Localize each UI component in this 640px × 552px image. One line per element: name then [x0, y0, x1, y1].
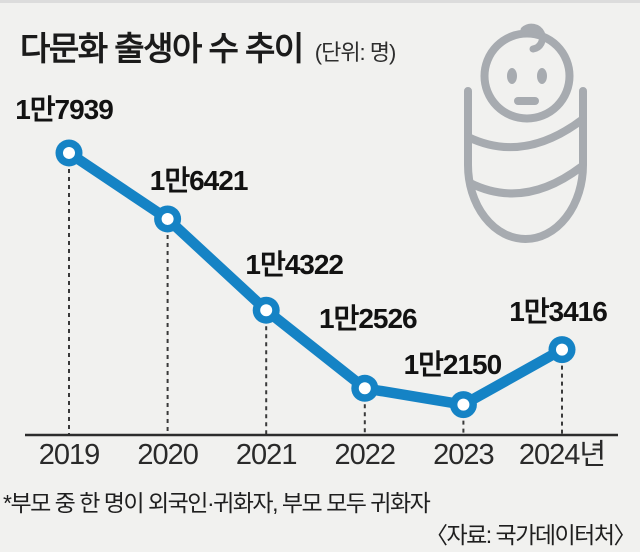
trend-line	[63, 147, 568, 410]
x-axis-label-2019: 2019	[38, 439, 101, 471]
data-point-center-2022	[358, 382, 371, 395]
plot-area	[25, 139, 618, 437]
footnote: *부모 중 한 명이 외국인·귀화자, 부모 모두 귀화자	[3, 490, 431, 516]
data-label-2024년: 1만3416	[509, 295, 608, 327]
data-label-2023: 1만2150	[403, 348, 503, 380]
data-label-2020: 1만6421	[149, 164, 249, 196]
x-axis-label-2021: 2021	[235, 439, 298, 471]
page-title: 다문화 출생아 수 추이	[20, 30, 304, 67]
x-axis-label-2023: 2023	[433, 439, 495, 471]
source: 〈자료: 국가데이터처〉	[424, 522, 637, 548]
line-chart: 1만7939 2019 1만6421 2020 1만4322 2021 1만2526 2022…	[0, 3, 640, 552]
data-point-center-2023	[457, 398, 470, 411]
data-label-2019: 1만7939	[15, 93, 114, 125]
baby-icon	[464, 23, 587, 243]
data-point-center-2021	[260, 304, 273, 317]
data-point-center-2020	[161, 212, 174, 225]
data-point-center-2019	[63, 146, 75, 159]
x-axis-label-2020: 2020	[137, 439, 199, 471]
x-axis-label-2022: 2022	[334, 439, 397, 471]
x-axis-label-2024년: 2024년	[518, 439, 606, 471]
data-label-2021: 1만4322	[245, 249, 344, 281]
data-label-2022: 1만2526	[318, 303, 418, 335]
data-point-center-2024년	[556, 343, 568, 356]
unit-label: (단위: 명)	[314, 40, 397, 65]
chart-header: 다문화 출생아 수 추이 (단위: 명)	[20, 22, 397, 70]
